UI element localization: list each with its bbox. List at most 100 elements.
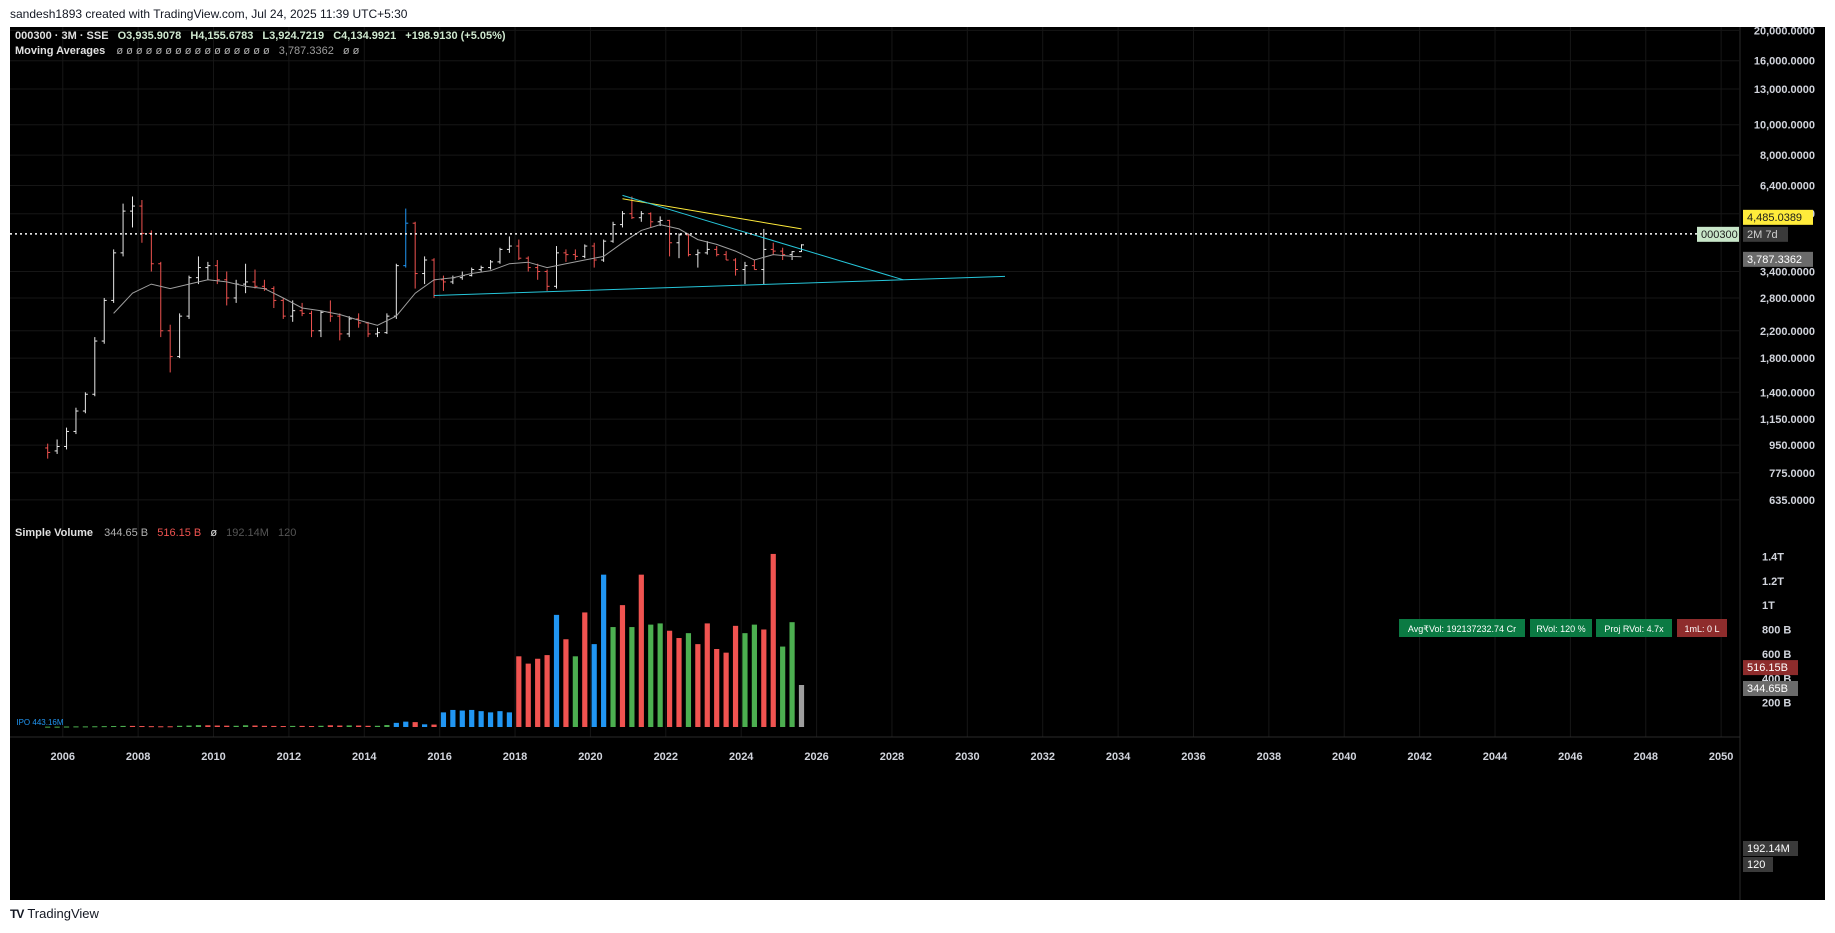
candle (563, 249, 569, 262)
candle (337, 313, 343, 341)
candle (148, 230, 154, 272)
rvol-badge-bg (1530, 619, 1592, 637)
volume-bar (148, 726, 154, 728)
candle (365, 321, 371, 338)
x-tick-label: 2046 (1558, 751, 1582, 763)
volume-bar (290, 725, 296, 727)
candle (82, 392, 88, 414)
y-tick-label: 1,150.0000 (1760, 414, 1815, 426)
volume-bar (271, 725, 277, 727)
volume-bar (714, 649, 720, 727)
candle (195, 256, 201, 285)
x-tick-label: 2014 (352, 751, 377, 763)
candle (92, 337, 98, 397)
y-tick-label: 16,000.0000 (1754, 56, 1815, 68)
volume-bar (450, 709, 456, 727)
candle (610, 221, 616, 243)
badges: Avg₹Vol: 192137232.74 Cr RVol: 120 % Pro… (1399, 619, 1727, 637)
x-tick-label: 2038 (1257, 751, 1281, 763)
x-tick-label: 2036 (1181, 751, 1205, 763)
volume-bar (487, 712, 494, 727)
candle (770, 242, 776, 255)
volume-bar (601, 574, 607, 727)
symbol-tag-bg (1697, 226, 1739, 242)
volume-bar (629, 627, 635, 727)
volume-bar (638, 574, 644, 727)
volume-bar (798, 684, 805, 727)
gridlines (10, 27, 1741, 900)
volume-bar (337, 725, 343, 727)
candle (346, 316, 352, 338)
x-tick-label: 2016 (427, 751, 451, 763)
volume-bar (261, 725, 268, 727)
y-tick-label: 20,000.0000 (1754, 27, 1815, 37)
volume-bar (666, 630, 673, 727)
volume-bars (45, 553, 805, 728)
x-tick-label: 2034 (1106, 751, 1131, 763)
candle (101, 297, 107, 344)
volume-bar (318, 725, 324, 727)
volume-bar (308, 726, 315, 728)
attribution-header: sandesh1893 created with TradingView.com… (10, 7, 408, 21)
countdown-tag-bg (1743, 226, 1788, 242)
x-tick-label: 2022 (654, 751, 678, 763)
candle (638, 211, 644, 222)
proj-rvol-badge-bg (1596, 619, 1672, 637)
candle (252, 269, 258, 289)
volume-bar (751, 624, 757, 727)
vol-min-tag-bg (1743, 857, 1773, 872)
vol-high-tag: 516.15B (1747, 662, 1788, 674)
candle (506, 236, 512, 253)
volume-bar (214, 725, 220, 727)
candle (535, 263, 541, 280)
legend-close: C4,134.9921 (333, 30, 396, 42)
legend-symbol: 000300 · 3M · SSE (15, 30, 109, 42)
x-tick-label: 2032 (1030, 751, 1054, 763)
x-tick-label: 2018 (503, 751, 527, 763)
candle (582, 244, 588, 259)
y-tick-label: 2,800.0000 (1760, 293, 1815, 305)
x-tick-label: 2044 (1483, 751, 1508, 763)
candle (601, 239, 607, 262)
countdown-tag: 2M 7d (1747, 229, 1778, 241)
chart-panel[interactable]: 2006 2008 2010 2012 2014 2016 2018 2020 2022 2024… (10, 25, 1825, 900)
volume-bar (497, 711, 503, 727)
x-tick-label: 2010 (201, 751, 225, 763)
volume-bar (299, 725, 305, 727)
volume-bar (421, 724, 428, 727)
candle (318, 310, 324, 338)
candle (440, 275, 446, 291)
volume-bar (685, 633, 692, 727)
chart-svg[interactable]: 2006 2008 2010 2012 2014 2016 2018 2020 2022 2024… (10, 25, 1825, 900)
volume-bar (770, 553, 776, 727)
y-tick-label: 950.0000 (1769, 440, 1815, 452)
legend-open: O3,935.9078 (118, 30, 182, 42)
y-tick-label: 635.0000 (1769, 495, 1815, 507)
resistance-trendline (622, 194, 904, 281)
candle (733, 258, 739, 276)
avg-vol-badge: Avg₹Vol: 192137232.74 Cr (1408, 624, 1516, 634)
candle (554, 246, 560, 289)
footer-brand: TradingView (27, 906, 99, 921)
candle (497, 247, 503, 264)
volume-bar (224, 725, 230, 727)
support-trendline (433, 275, 1006, 296)
candle (403, 208, 409, 268)
volume-bar (374, 725, 381, 727)
candle (54, 439, 60, 454)
candle (704, 241, 710, 255)
candle (544, 269, 550, 291)
volume-bar (619, 605, 626, 727)
candle (751, 260, 757, 271)
volume-bar (648, 624, 654, 727)
x-tick-label: 2048 (1634, 751, 1658, 763)
volume-bar (525, 663, 531, 727)
legend-ma-label: Moving Averages (15, 45, 105, 57)
candle (723, 251, 729, 261)
volume-bar (111, 726, 117, 728)
volume-bar (610, 627, 616, 727)
legend-high: H4,155.6783 (190, 30, 253, 42)
candle (431, 258, 437, 298)
volume-bar (101, 726, 107, 728)
y-tick-label: 775.0000 (1769, 468, 1815, 480)
